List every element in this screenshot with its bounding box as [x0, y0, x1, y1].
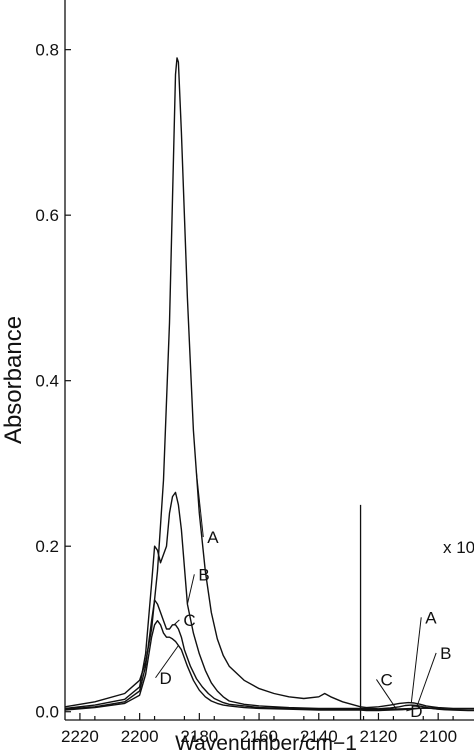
curve-label-c: C — [380, 670, 392, 689]
curve-label-c: C — [183, 611, 195, 630]
axes — [64, 0, 474, 721]
ticks: 0.0 0.2 0.4 0.6 0.8 2220 2200 2180 2160 2140 2120 2… — [35, 41, 457, 746]
series-line-b — [64, 491, 474, 711]
y-tick-label: 0.2 — [35, 537, 59, 556]
curve-label-b: B — [198, 565, 209, 584]
curve-label-a: A — [425, 608, 437, 627]
curve-label-leader — [410, 617, 422, 703]
x-tick-label: 2180 — [180, 727, 218, 746]
curve-label-leader — [186, 574, 195, 605]
series-line-d — [64, 620, 474, 712]
curve-label-leader — [416, 652, 437, 706]
curve-label-leader — [376, 679, 397, 710]
curve-label-leader — [406, 708, 415, 712]
y-tick-label: 0.6 — [35, 206, 59, 225]
x-tick-label: 2160 — [240, 727, 278, 746]
curve-label-d: D — [410, 702, 422, 721]
curve-label-leader — [155, 645, 179, 679]
x-tick-label: 2140 — [300, 727, 338, 746]
series-layer — [64, 57, 474, 712]
curve-label-d: D — [160, 669, 172, 688]
curve-label-b: B — [440, 644, 451, 663]
y-tick-label: 0.8 — [35, 41, 59, 60]
curve-label-a: A — [207, 528, 219, 547]
x-tick-label: 2220 — [61, 727, 99, 746]
x-tick-label: 2120 — [360, 727, 398, 746]
x-tick-label: 2100 — [419, 727, 457, 746]
y-axis-label: Absorbance — [0, 316, 27, 444]
x-tick-label: 2200 — [121, 727, 159, 746]
y-tick-label: 0.0 — [35, 703, 59, 722]
curve-label-leader — [195, 471, 204, 538]
y-tick-label: 0.4 — [35, 372, 59, 391]
curve-label-leader — [173, 619, 180, 626]
series-line-a — [64, 57, 474, 710]
inset-scale-label: x 10 — [443, 538, 474, 557]
x-axis-label: Wavenumber/cm−1 — [175, 732, 357, 750]
